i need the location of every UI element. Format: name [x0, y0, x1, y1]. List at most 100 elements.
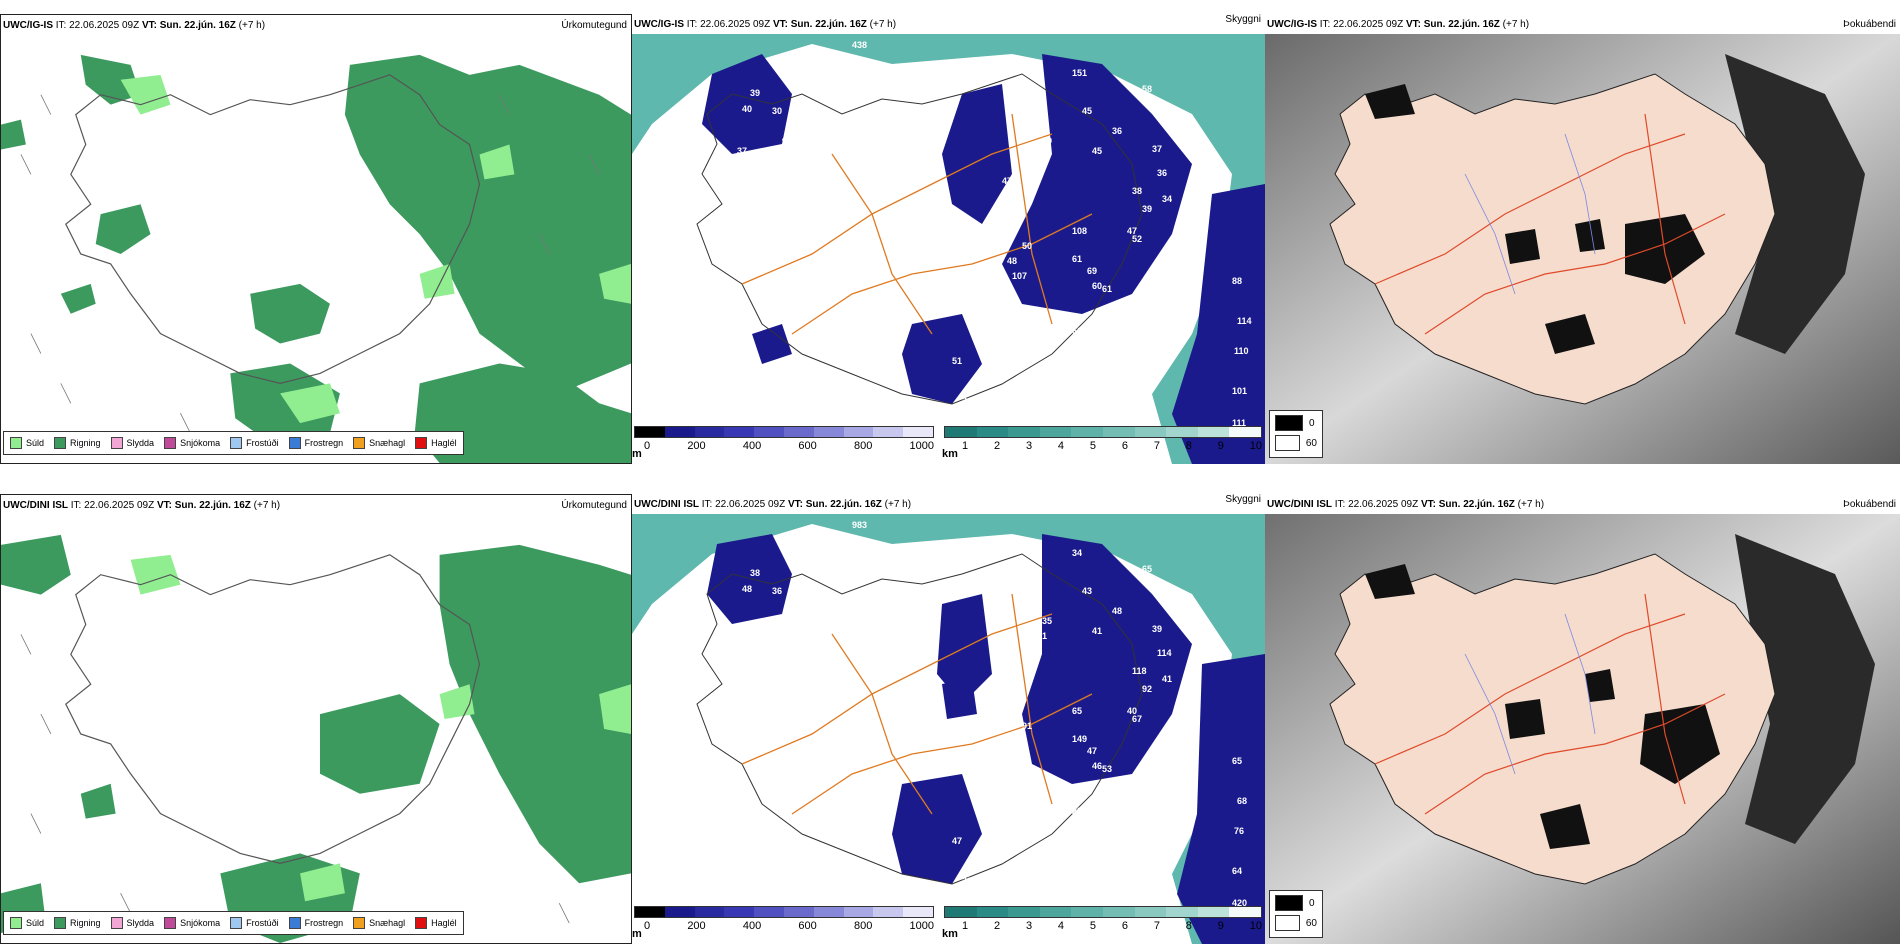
legend-swatch [288, 917, 301, 929]
cloud-height-label: 37 [1152, 144, 1162, 154]
legend-swatch [110, 437, 123, 449]
cloud-height-label: 60 [1092, 281, 1102, 291]
legend-item: Slydda [110, 917, 154, 929]
cloud-height-label: 34 [1162, 194, 1172, 204]
legend-swatch [288, 437, 301, 449]
fog-index-legend: 0 60 [1269, 890, 1323, 938]
cloud-height-label: 65 [1072, 706, 1082, 716]
visibility-colorbar: 1 2 3 4 5 6 7 8 9 10 km [942, 906, 1262, 940]
legend-swatch [164, 917, 177, 929]
cloud-height-label: 65 [1232, 756, 1242, 766]
cloud-height-label: 158 [1007, 381, 1022, 391]
cloud-height-label: 38 [812, 134, 822, 144]
cloud-height-label: 36 [772, 586, 782, 596]
cloud-height-label: 110 [1234, 346, 1249, 356]
cloud-height-label: 34 [1032, 606, 1042, 616]
cloud-height-label: 438 [852, 40, 867, 50]
cloud-height-label: 53 [1102, 764, 1112, 774]
legend-item: Rigning [54, 917, 101, 929]
cloud-height-label: 30 [1012, 664, 1022, 674]
cloud-height-label: 61 [1072, 254, 1082, 264]
cloud-height-label: 29 [1002, 656, 1012, 666]
cloud-panel-dini: UWC/DINI ISL IT: 22.06.2025 09Z VT: Sun.… [632, 494, 1265, 944]
cloud-height-label: 420 [1232, 898, 1247, 908]
legend-swatch [54, 437, 67, 449]
height-colorbar: 0 200 400 600 800 1000 m [632, 426, 934, 460]
panel-header: UWC/IG-IS IT: 22.06.2025 09Z VT: Sun. 22… [3, 20, 266, 31]
cloud-height-label: 118 [1132, 666, 1147, 676]
cloud-height-label: 69 [1087, 266, 1097, 276]
cloud-map: 983 38 48 36 29 61 41 41 34 65 43 48 41 34 35 41 29 30 29 3… [632, 514, 1265, 944]
cloud-height-label: 64 [1232, 866, 1242, 876]
legend-item: Snjókoma [164, 437, 220, 449]
cloud-height-label: 116 [882, 336, 897, 346]
cloud-height-label: 51 [952, 356, 962, 366]
cloud-height-label: 66 [1072, 326, 1082, 336]
precip-map [1, 515, 631, 943]
legend-item: Snjókoma [164, 917, 220, 929]
legend-swatch [230, 917, 243, 929]
cloud-height-label: 76 [1234, 826, 1244, 836]
cloud-height-label: 108 [1072, 226, 1087, 236]
cloud-height-label: 47 [1127, 226, 1137, 236]
cloud-height-label: 114 [1237, 316, 1252, 326]
cloud-height-label: 36 [1112, 126, 1122, 136]
cloud-height-label: 56 [922, 881, 932, 891]
cloud-height-label: 41 [1037, 631, 1047, 641]
cloud-height-label: 73 [842, 356, 852, 366]
cloud-height-label: 42 [922, 401, 932, 411]
legend-swatch [230, 437, 243, 449]
cloud-height-label: 43 [1082, 586, 1092, 596]
fog-map [1265, 514, 1900, 944]
legend-item: Rigning [54, 437, 101, 449]
cloud-height-label: 111 [1232, 418, 1246, 428]
cloud-height-label: 85 [892, 246, 902, 256]
fog-panel-igis: UWC/IG-IS IT: 22.06.2025 09Z VT: Sun. 22… [1265, 14, 1900, 464]
cloud-height-label: 45 [1082, 106, 1092, 116]
legend-item: Frostúði [230, 917, 279, 929]
legend-swatch [1275, 435, 1300, 451]
cloud-height-label: 41 [1162, 674, 1172, 684]
cloud-height-label: 46 [1092, 761, 1102, 771]
cloud-height-label: 149 [1072, 734, 1087, 744]
cloud-height-label: 91 [1022, 721, 1032, 731]
cloud-height-label: 40 [1127, 706, 1137, 716]
legend-swatch [54, 917, 67, 929]
cloud-height-label: 47 [952, 836, 962, 846]
legend-item: Frostregn [288, 437, 343, 449]
cloud-height-label: 70 [1012, 184, 1022, 194]
cloud-height-label: 79 [1112, 306, 1122, 316]
legend-item: Súld [10, 437, 44, 449]
precip-map [1, 35, 631, 463]
cloud-height-label: 65 [1142, 564, 1152, 574]
cloud-height-label: 34 [1072, 548, 1082, 558]
panel-title: Skyggni [1225, 494, 1261, 505]
cloud-height-label: 88 [1232, 276, 1242, 286]
cloud-height-label: 106 [982, 721, 997, 731]
cloud-height-label: 68 [1237, 796, 1247, 806]
visibility-colorbar: 1 2 3 4 5 6 7 8 9 10 km [942, 426, 1262, 460]
cloud-height-label: 41 [747, 638, 757, 648]
cloud-height-label: 47 [1002, 176, 1012, 186]
cloud-height-label: 39 [1152, 624, 1162, 634]
cloud-height-label: 107 [1012, 271, 1027, 281]
cloud-height-label: 80 [1012, 202, 1022, 212]
cloud-height-label: 45 [1092, 146, 1102, 156]
height-colorbar: 0 200 400 600 800 1000 m [632, 906, 934, 940]
cloud-height-label: 36 [1157, 168, 1167, 178]
cloud-panel-igis: UWC/IG-IS IT: 22.06.2025 09Z VT: Sun. 22… [632, 14, 1265, 464]
legend-swatch [110, 917, 123, 929]
legend-item: Haglél [415, 437, 457, 449]
legend-swatch [10, 917, 22, 929]
fog-map [1265, 34, 1900, 464]
cloud-height-label: 45 [982, 366, 992, 376]
cloud-height-label: 230 [1072, 806, 1087, 816]
precip-panel-dini: UWC/DINI ISL IT: 22.06.2025 09Z VT: Sun.… [0, 494, 632, 944]
cloud-height-label: 41 [737, 626, 747, 636]
cloud-height-label: 79 [1042, 136, 1052, 146]
cloud-height-label: 113 [1007, 736, 1022, 746]
cloud-height-label: 56 [982, 241, 992, 251]
precip-type-legend: Súld Rigning Slydda Snjókoma Frostúði Fr… [3, 431, 464, 455]
legend-swatch [1275, 915, 1300, 931]
